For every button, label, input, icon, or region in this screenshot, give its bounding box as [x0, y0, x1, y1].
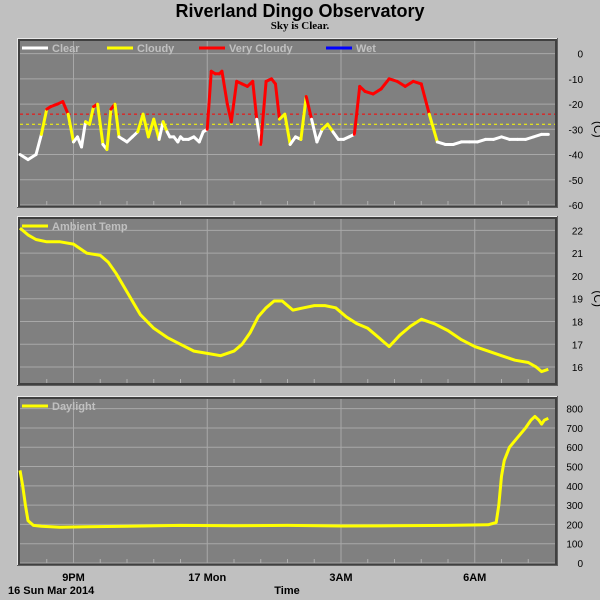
panel-sky: 0 -10 -20 -30 -40 -50 -60 (C) Clear Cloudy Very Cl…	[17, 38, 600, 212]
sky-series-segment	[105, 107, 113, 151]
panel-ambient: 22 21 20 19 18 17 16 (C) Ambient Temp	[17, 216, 600, 386]
sky-series-segment	[161, 120, 169, 134]
unit-label: (C)	[591, 290, 600, 307]
x-axis-label: Time	[274, 585, 299, 597]
y-tick-label: 100	[566, 540, 583, 551]
sky-series-segment	[403, 79, 415, 88]
sky-series-segment	[220, 69, 229, 106]
sky-series-segment	[39, 107, 49, 136]
y-tick-label: 19	[572, 295, 584, 306]
sky-series-segment	[379, 77, 391, 91]
sky-series-segment	[352, 84, 362, 136]
y-tick-label: -60	[569, 201, 584, 212]
sky-series-segment	[146, 117, 156, 139]
sky-series-segment	[88, 105, 96, 126]
sky-series-segment	[18, 153, 30, 162]
sky-series-segment	[427, 112, 439, 144]
panel-daylight: 800 700 600 500 400 300 200 100 0 Daylight 9PM 17 M…	[17, 396, 583, 584]
page-title: Riverland Dingo Observatory	[175, 1, 425, 21]
sky-series-segment	[96, 102, 105, 146]
plot-area	[20, 219, 555, 383]
legend-label: Daylight	[52, 401, 96, 413]
sky-series-segment	[315, 127, 324, 144]
y-tick-label: -10	[569, 75, 584, 86]
sky-series-segment	[283, 112, 292, 146]
sky-series-segment	[395, 79, 407, 88]
y-tick-label: 22	[572, 226, 584, 237]
x-tick-label: 17 Mon	[188, 572, 226, 584]
sky-series-segment	[310, 117, 319, 144]
legend-label: Very Cloudy	[229, 43, 293, 55]
y-tick-label: -20	[569, 100, 584, 111]
sky-series-segment	[326, 122, 335, 134]
legend-label: Wet	[356, 43, 376, 55]
legend-label: Ambient Temp	[52, 221, 128, 233]
sky-series-segment	[61, 100, 70, 116]
sky-series-segment	[273, 82, 281, 121]
y-tick-label: 200	[566, 520, 583, 531]
sky-series-segment	[371, 87, 383, 96]
x-tick-label: 6AM	[463, 572, 486, 584]
y-tick-label: 600	[566, 443, 583, 454]
sky-series-segment	[288, 135, 298, 146]
sky-series-segment	[152, 117, 161, 141]
sky-series-segment	[141, 112, 150, 139]
y-tick-label: -50	[569, 176, 584, 187]
sky-series-segment	[251, 79, 259, 121]
y-tick-label: 17	[572, 340, 584, 351]
y-tick-label: 300	[566, 501, 583, 512]
y-tick-label: 18	[572, 318, 584, 329]
sky-series-segment	[304, 95, 314, 121]
sky-series-segment	[331, 130, 340, 141]
x-tick-label: 9PM	[62, 572, 85, 584]
y-tick-label: 21	[572, 249, 584, 260]
sky-series-segment	[26, 153, 38, 162]
sky-series-segment	[80, 120, 88, 149]
sky-series-segment	[157, 120, 165, 141]
sky-series-segment	[136, 112, 145, 134]
sky-series-segment	[419, 82, 431, 116]
plot-area	[20, 399, 555, 563]
y-tick-label: 700	[566, 424, 583, 435]
legend-label: Cloudy	[137, 43, 175, 55]
legend-label: Clear	[52, 43, 80, 55]
sky-series-segment	[66, 112, 75, 144]
y-tick-label: 0	[577, 559, 583, 570]
sky-series-segment	[229, 79, 239, 124]
y-tick-label: -40	[569, 151, 584, 162]
unit-label: (C)	[591, 121, 600, 138]
sky-series-segment	[259, 79, 268, 146]
y-tick-label: 0	[577, 50, 583, 61]
sky-series-segment	[197, 130, 205, 144]
y-tick-label: 20	[572, 272, 584, 283]
sky-series-segment	[34, 132, 43, 157]
x-tick-label: 3AM	[329, 572, 352, 584]
sky-series-segment	[113, 102, 121, 139]
sky-status: Sky is Clear.	[270, 20, 330, 32]
y-tick-label: 800	[566, 405, 583, 416]
y-tick-label: 16	[572, 363, 584, 374]
y-tick-label: -30	[569, 125, 584, 136]
date-label: 16 Sun Mar 2014	[8, 585, 95, 597]
ambient-series-line	[19, 226, 549, 374]
y-tick-label: 400	[566, 482, 583, 493]
y-tick-label: 500	[566, 463, 583, 474]
sky-series-segment	[205, 69, 213, 131]
sky-series-segment	[299, 95, 308, 141]
daylight-series-line	[18, 414, 549, 529]
